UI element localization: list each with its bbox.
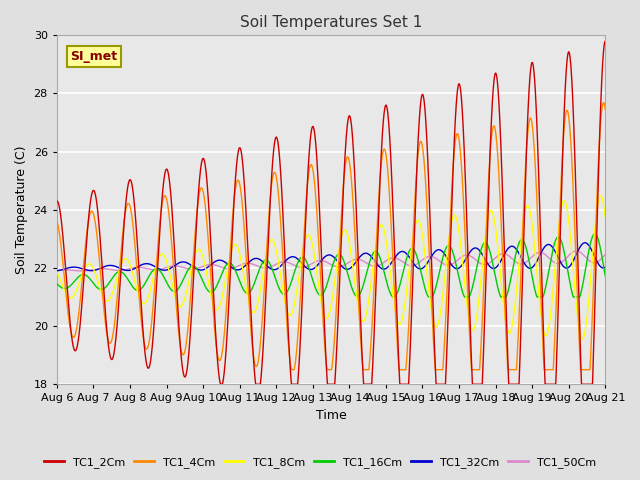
Y-axis label: Soil Temperature (C): Soil Temperature (C) <box>15 145 28 274</box>
Legend: TC1_2Cm, TC1_4Cm, TC1_8Cm, TC1_16Cm, TC1_32Cm, TC1_50Cm: TC1_2Cm, TC1_4Cm, TC1_8Cm, TC1_16Cm, TC1… <box>40 452 600 472</box>
X-axis label: Time: Time <box>316 409 346 422</box>
Text: SI_met: SI_met <box>70 50 118 63</box>
Title: Soil Temperatures Set 1: Soil Temperatures Set 1 <box>240 15 422 30</box>
